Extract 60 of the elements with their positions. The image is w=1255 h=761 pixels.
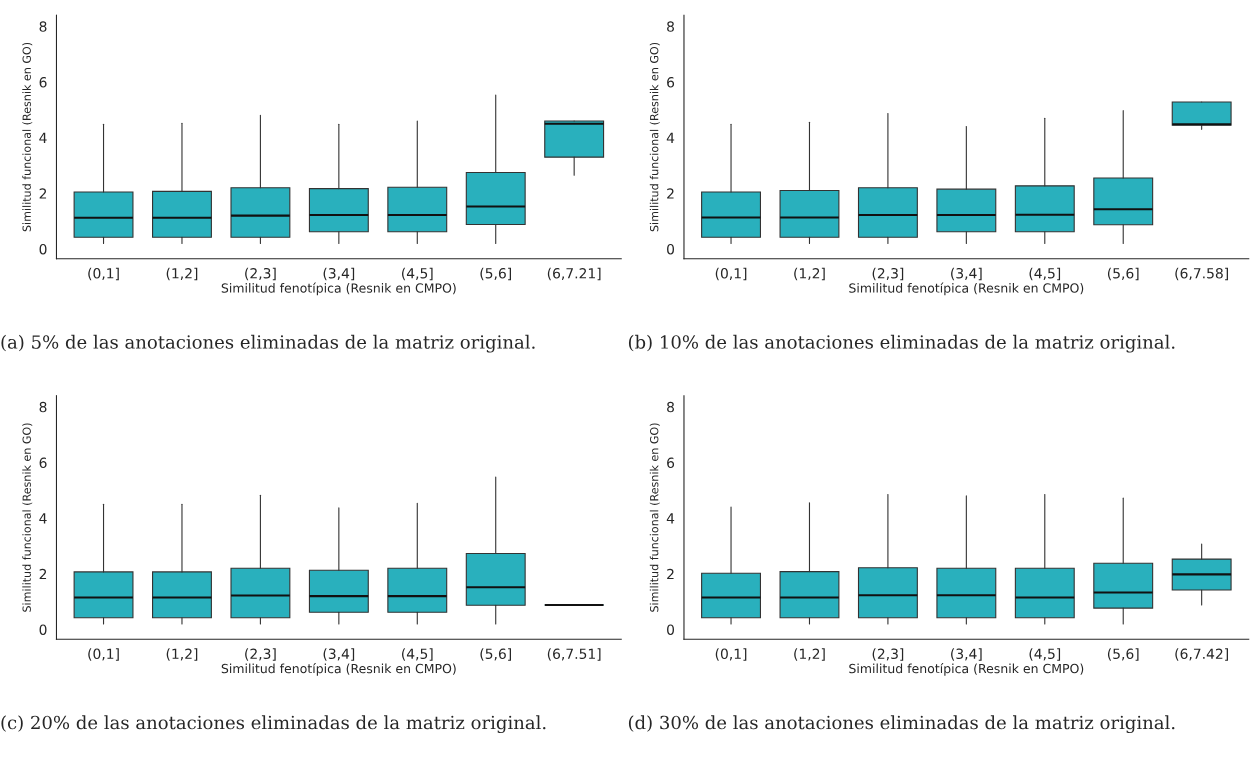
x-tick-label: (3,4]: [951, 648, 982, 661]
x-tick-label: (4,5]: [402, 648, 433, 661]
y-tick-label: 8: [667, 21, 674, 32]
x-tick-label: (2,3]: [245, 267, 276, 281]
x-tick-label: (4,5]: [402, 267, 433, 281]
x-tick-label: (0,1]: [88, 648, 119, 661]
y-tick-label: 0: [39, 624, 47, 635]
x-tick-label: (5,6]: [480, 267, 511, 281]
x-tick-label: (1,2]: [794, 648, 825, 661]
x-axis-title: Similitud fenotípica (Resnik en CMPO): [221, 282, 456, 296]
y-tick-label: 6: [39, 457, 47, 468]
y-tick-label: 6: [667, 457, 675, 468]
x-tick-label: (1,2]: [166, 267, 198, 281]
text: (d) 30% de las anotaciones eliminadas de la matriz original.: [628, 715, 1175, 734]
y-axis-title: Similitud funcional (Resnik en GO): [22, 423, 33, 612]
y-tick-label: 2: [667, 188, 674, 199]
x-tick-label: (5,6]: [480, 648, 511, 661]
x-tick-label: (6,7.21]: [547, 267, 601, 281]
y-tick-label: 4: [666, 132, 675, 143]
x-tick-label: (0,1]: [715, 267, 747, 281]
x-tick-label: (6,7.58]: [1175, 267, 1228, 281]
x-tick-label: (6,7.42]: [1175, 648, 1228, 661]
y-tick-label: 4: [39, 132, 47, 143]
y-tick-label: 4: [666, 513, 675, 524]
text: (a) 5% de las anotaciones eliminadas de la matriz original.: [1, 334, 535, 353]
text: (b) 10% de las anotaciones eliminadas de la matriz original.: [628, 334, 1175, 353]
x-tick-label: (3,4]: [323, 267, 355, 281]
x-tick-label: (2,3]: [872, 267, 904, 281]
x-tick-label: (5,6]: [1107, 267, 1139, 281]
y-axis-title: Similitud funcional (Resnik en GO): [649, 42, 660, 232]
y-tick-label: 8: [39, 21, 47, 32]
y-tick-label: 6: [39, 76, 47, 88]
x-tick-label: (2,3]: [872, 648, 904, 661]
x-tick-label: (1,2]: [794, 267, 825, 281]
y-tick-label: 8: [39, 401, 47, 413]
x-tick-label: (5,6]: [1107, 648, 1139, 661]
y-tick-label: 4: [39, 513, 47, 524]
x-tick-label: (3,4]: [323, 648, 355, 661]
y-tick-label: 6: [667, 76, 675, 88]
y-tick-label: 0: [39, 243, 47, 255]
x-tick-label: (6,7.51]: [547, 648, 601, 661]
x-axis-title: Similitud fenotípica (Resnik en CMPO): [849, 663, 1084, 676]
y-tick-label: 8: [667, 401, 674, 413]
y-tick-label: 2: [39, 188, 47, 199]
x-tick-label: (1,2]: [166, 648, 198, 661]
x-tick-label: (0,1]: [88, 267, 119, 281]
x-tick-label: (3,4]: [951, 267, 982, 281]
y-tick-label: 0: [667, 624, 675, 635]
x-tick-label: (4,5]: [1029, 648, 1061, 661]
y-axis-title: Similitud funcional (Resnik en GO): [22, 42, 33, 232]
text: (c) 20% de las anotaciones eliminadas de la matriz original.: [1, 715, 546, 734]
y-axis-title: Similitud funcional (Resnik en GO): [649, 423, 660, 612]
x-tick-label: (0,1]: [715, 648, 747, 661]
y-tick-label: 2: [667, 568, 674, 580]
x-axis-title: Similitud fenotípica (Resnik en CMPO): [221, 663, 456, 676]
x-tick-label: (2,3]: [245, 648, 276, 661]
x-tick-label: (4,5]: [1029, 267, 1061, 281]
x-axis-title: Similitud fenotípica (Resnik en CMPO): [849, 282, 1084, 296]
y-tick-label: 0: [667, 243, 675, 255]
y-tick-label: 2: [39, 568, 47, 580]
